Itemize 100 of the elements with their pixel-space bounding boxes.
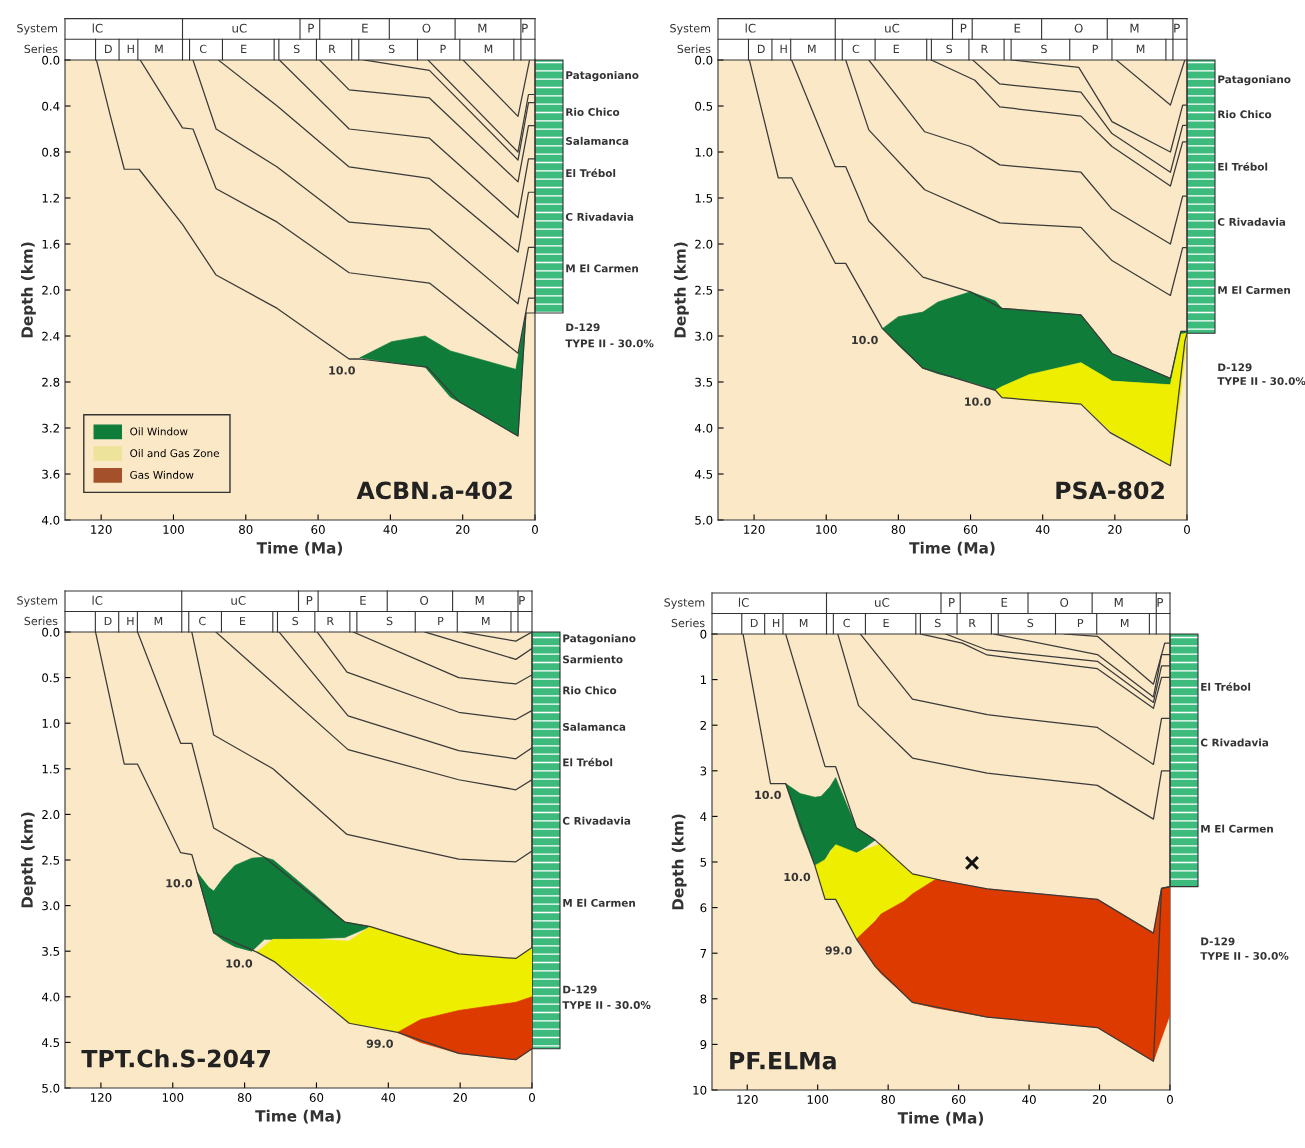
annotation: 10.0 (329, 366, 355, 375)
text: D (757, 44, 765, 53)
text: D (104, 616, 112, 626)
text: M (484, 44, 493, 53)
text: R (329, 44, 336, 53)
x-tick-label: 40 (1022, 1095, 1036, 1104)
text: Patagoniano (566, 71, 639, 82)
annotation: 10.0 (226, 959, 253, 968)
y-tick-label: 3.5 (42, 946, 60, 956)
text: D-129 (1218, 363, 1252, 372)
text: M (1114, 598, 1123, 607)
text: H (127, 616, 134, 626)
text: E (360, 596, 366, 605)
y-tick-label: 0.0 (42, 627, 60, 637)
text: H (127, 44, 134, 53)
annotation: 10.0 (852, 335, 878, 345)
text: M (1120, 618, 1129, 628)
text: Series (24, 44, 58, 54)
text: C (843, 618, 850, 628)
legend-label: Gas Window (130, 470, 194, 479)
x-tick-label: 120 (90, 1093, 112, 1102)
y-tick-label: 4.0 (41, 992, 60, 1002)
y-tick-label: 6 (700, 903, 707, 913)
x-tick-label: 100 (162, 1093, 184, 1102)
x-tick-label: 60 (309, 1093, 324, 1102)
text: P (960, 23, 967, 33)
text: PF.ELMa (730, 1051, 836, 1070)
y-tick-label: 1.0 (42, 718, 60, 728)
annotation: 10.0 (965, 397, 991, 406)
text: Series (24, 616, 58, 626)
x-tick-label: 40 (1035, 525, 1050, 534)
text: S (293, 44, 300, 54)
text: E (1001, 598, 1008, 607)
y-tick-label: 3.0 (695, 331, 713, 341)
text: TYPE II - 30.0% (1200, 951, 1289, 960)
y-tick-label: 2 (700, 720, 706, 730)
text: lC (92, 23, 103, 33)
text: uC (875, 597, 890, 607)
annotation: 10.0 (784, 872, 811, 882)
text: P (1157, 598, 1164, 607)
text: TYPE II - 30.0% (565, 339, 654, 348)
text: P (1092, 44, 1099, 53)
text: H (780, 44, 787, 53)
text: P (306, 596, 313, 605)
y-tick-label: 5 (700, 857, 707, 867)
text: P (1077, 618, 1084, 628)
text: uC (231, 595, 246, 605)
text: S (388, 44, 395, 54)
text: ACBN.a-402 (356, 481, 512, 500)
y-tick-label: 5.0 (42, 1083, 60, 1093)
x-tick-label: 100 (163, 525, 184, 534)
text: E (893, 44, 900, 53)
text: M (482, 616, 490, 626)
text: O (1074, 23, 1083, 33)
y-axis-title: Depth (km) (674, 242, 689, 338)
text: Patagoniano (563, 634, 636, 645)
text: uC (232, 23, 247, 33)
text: S (386, 616, 393, 626)
x-tick-label: 0 (1167, 1095, 1173, 1104)
x-tick-label: 120 (737, 1095, 758, 1104)
text: E (1014, 23, 1021, 33)
text: Rio Chico (1218, 110, 1272, 119)
text: M El Carmen (1218, 285, 1290, 294)
text: P (438, 616, 444, 626)
y-tick-label: 0.5 (42, 673, 60, 683)
y-tick-label: 0.0 (695, 55, 713, 65)
y-tick-label: 2.0 (42, 285, 60, 295)
y-axis-title: Depth (km) (671, 814, 687, 910)
text: M (1136, 44, 1145, 53)
text: M El Carmen (563, 898, 635, 907)
x-tick-label: 80 (237, 1093, 252, 1102)
text: M (478, 23, 487, 33)
text: C (199, 616, 206, 626)
x-tick-label: 20 (1092, 1095, 1107, 1104)
text: M (808, 44, 816, 53)
text: El Trébol (1218, 162, 1268, 171)
y-tick-label: 8 (700, 994, 707, 1004)
y-tick-label: 0 (700, 629, 707, 639)
y-tick-label: 5.0 (695, 515, 713, 525)
text: Patagoniano (1218, 75, 1291, 86)
x-axis-title: Time (Ma) (255, 1109, 341, 1124)
text: Salamanca (563, 722, 626, 731)
y-tick-label: 9 (700, 1040, 707, 1050)
text: E (240, 616, 246, 626)
text: O (1060, 597, 1069, 607)
text: D-129 (566, 323, 600, 332)
x-tick-label: 20 (1108, 525, 1122, 534)
y-tick-label: 3.6 (42, 469, 60, 479)
x-tick-label: 0 (529, 1093, 535, 1102)
text: P (522, 23, 528, 33)
legend-label: Oil and Gas Zone (130, 449, 219, 458)
y-tick-label: 1.2 (42, 193, 59, 203)
text: Series (671, 618, 705, 628)
text: lC (745, 23, 756, 33)
y-tick-label: 2.0 (695, 239, 713, 249)
text: System (664, 598, 705, 609)
text: R (327, 616, 334, 626)
y-axis-title: Depth (km) (21, 242, 36, 338)
y-axis-title: Depth (km) (21, 812, 36, 908)
x-tick-label: 0 (1184, 525, 1190, 534)
